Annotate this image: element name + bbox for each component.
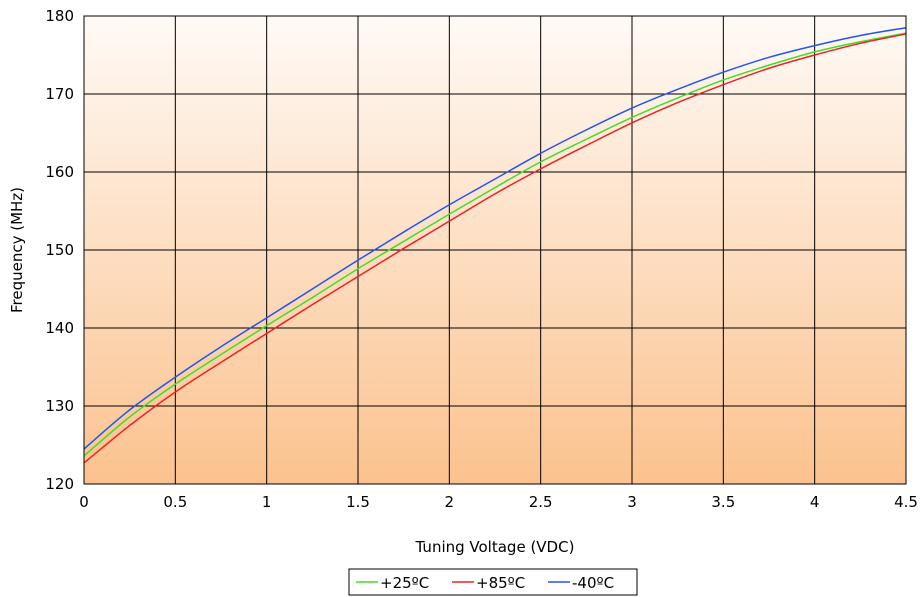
legend-label: +25ºC [380, 574, 429, 592]
x-tick-label: 1.5 [346, 493, 370, 511]
y-tick-label: 160 [45, 163, 74, 181]
y-tick-label: 120 [45, 475, 74, 493]
legend-label: -40ºC [572, 574, 614, 592]
x-tick-labels: 0 0.5 1 1.5 2 2.5 3 3.5 4 4.5 [79, 493, 918, 511]
legend-label: +85ºC [476, 574, 525, 592]
series-line-3 [83, 26, 907, 450]
y-tick-label: 180 [45, 7, 74, 25]
y-tick-label: 150 [45, 241, 74, 259]
legend: +25ºC +85ºC -40ºC [348, 568, 638, 596]
y-tick-label: 170 [45, 85, 74, 103]
x-tick-label: 2 [445, 493, 455, 511]
x-tick-label: 3 [627, 493, 637, 511]
legend-box [348, 568, 638, 596]
series-line-1 [83, 32, 907, 457]
x-axis-title: Tuning Voltage (VDC) [415, 538, 575, 556]
x-tick-label: 3.5 [711, 493, 735, 511]
x-tick-label: 4.5 [894, 493, 918, 511]
y-tick-label: 140 [45, 319, 74, 337]
y-axis-title: Frequency (MHz) [8, 187, 26, 313]
y-tick-labels: 120 130 140 150 160 170 180 [45, 7, 74, 493]
x-tick-label: 0 [79, 493, 89, 511]
x-tick-label: 1 [262, 493, 272, 511]
plot-border [83, 15, 907, 485]
series-line-2 [83, 33, 907, 464]
x-tick-label: 2.5 [529, 493, 553, 511]
x-tick-label: 0.5 [163, 493, 187, 511]
x-tick-label: 4 [810, 493, 820, 511]
series-group [83, 26, 907, 464]
y-tick-label: 130 [45, 397, 74, 415]
